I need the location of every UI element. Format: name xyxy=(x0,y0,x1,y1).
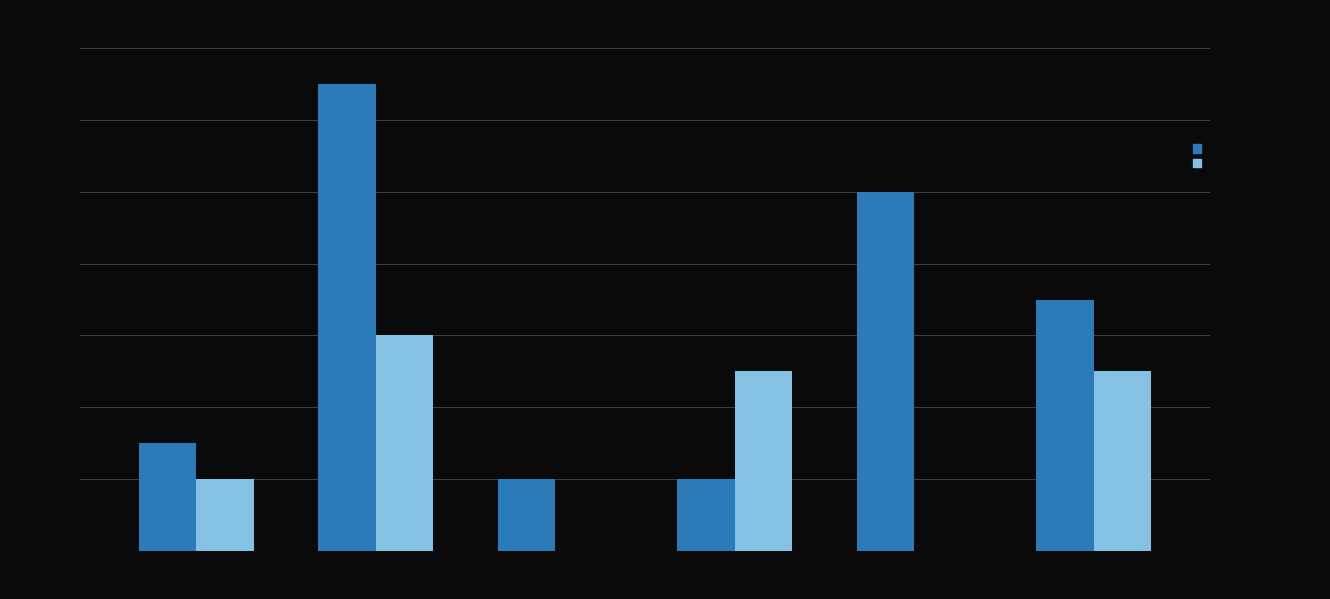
Legend: , : , xyxy=(1193,144,1205,169)
Bar xyxy=(857,192,914,551)
Bar xyxy=(197,479,254,551)
Bar xyxy=(677,479,734,551)
Bar xyxy=(497,479,556,551)
Bar xyxy=(1036,300,1093,551)
Bar xyxy=(376,335,434,551)
Bar xyxy=(734,371,793,551)
Bar xyxy=(1093,371,1150,551)
Bar xyxy=(318,84,376,551)
Bar xyxy=(140,443,197,551)
